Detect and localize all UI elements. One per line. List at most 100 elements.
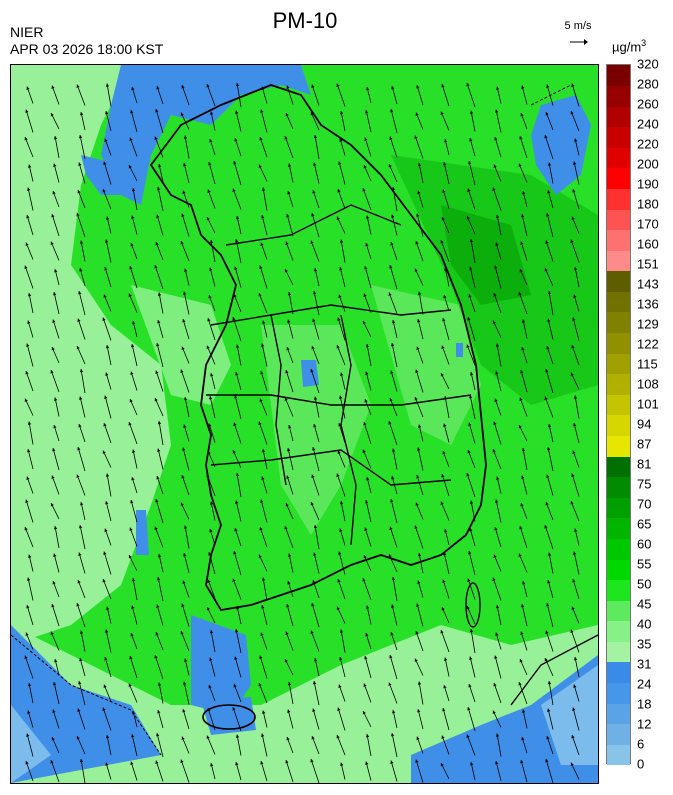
wind-arrowhead (76, 346, 80, 350)
wind-arrow (470, 761, 476, 781)
wind-arrowhead (183, 553, 187, 557)
wind-arrowhead (442, 318, 446, 322)
map-canvas (11, 65, 598, 783)
wind-arrow (128, 293, 138, 313)
wind-arrow (158, 553, 164, 573)
wind-arrow (364, 137, 372, 157)
wind-arrow (518, 163, 528, 183)
wind-arrow (182, 708, 190, 730)
legend-label: 35 (637, 636, 652, 652)
wind-arrowhead (312, 580, 316, 584)
wind-arrowhead (469, 266, 473, 270)
wind-arrow (522, 319, 528, 339)
wind-arrowhead (494, 527, 498, 531)
wind-arrow (365, 761, 372, 781)
wind-arrow (414, 525, 424, 549)
wind-arrow (236, 82, 242, 108)
wind-arrowhead (130, 500, 134, 504)
wind-arrowhead (236, 606, 240, 610)
wind-arrow (209, 267, 216, 287)
wind-arrowhead (417, 319, 421, 323)
wind-arrow (570, 372, 580, 390)
wind-arrow (24, 526, 34, 548)
wind-arrowhead (570, 372, 574, 376)
wind-arrowhead (104, 138, 108, 142)
wind-arrow (492, 187, 502, 211)
wind-arrow (365, 109, 372, 133)
wind-arrowhead (131, 477, 135, 481)
wind-arrow (493, 682, 502, 704)
wind-arrow (105, 629, 112, 653)
wind-arrowhead (314, 658, 318, 662)
wind-arrowhead (521, 347, 525, 351)
wind-arrowhead (417, 291, 422, 295)
wind-arrow (155, 760, 164, 782)
legend-swatch (607, 538, 630, 560)
wind-arrow (102, 578, 112, 600)
wind-arrow (440, 239, 450, 263)
wind-arrow (129, 137, 138, 157)
wind-arrow (521, 85, 528, 105)
legend-label: 240 (637, 116, 659, 132)
wind-arrowhead (520, 370, 524, 374)
wind-arrowhead (156, 343, 160, 347)
wind-arrow (469, 266, 476, 288)
wind-arrow (311, 212, 320, 238)
wind-arrow (339, 266, 346, 288)
wind-arrow (364, 655, 372, 679)
wind-arrow (389, 654, 398, 680)
wind-arrowhead (442, 451, 446, 455)
wind-arrowhead (417, 580, 421, 584)
wind-arrow (262, 577, 268, 601)
wind-arrowhead (391, 187, 396, 191)
wind-arrowhead (27, 320, 31, 324)
wind-arrowhead (468, 161, 472, 165)
legend-label: 18 (637, 696, 652, 712)
wind-arrow (392, 186, 398, 212)
wind-arrowhead (207, 708, 211, 712)
wind-arrowhead (444, 529, 448, 533)
wind-arrowhead (544, 135, 548, 139)
wind-arrowhead (417, 447, 421, 451)
wind-arrowhead (51, 214, 55, 218)
wind-arrowhead (311, 84, 315, 88)
wind-arrowhead (364, 656, 368, 660)
wind-arrow (261, 604, 268, 626)
wind-arrow (207, 189, 216, 209)
wind-arrow (466, 82, 476, 108)
wind-arrowhead (27, 710, 31, 714)
legend-swatch (607, 85, 630, 107)
wind-arrowhead (209, 657, 213, 661)
wind-arrow (571, 83, 580, 107)
wind-arrow (518, 553, 528, 573)
wind-arrow (467, 706, 476, 732)
legend-label: 55 (637, 556, 652, 572)
pm-field-mid-east (371, 285, 481, 445)
wind-arrow (286, 603, 294, 627)
wind-arrowhead (572, 579, 576, 583)
wind-arrowhead (206, 217, 210, 221)
wind-arrowhead (53, 425, 57, 429)
china-coastline (11, 634, 162, 756)
wind-arrow (390, 631, 398, 651)
wind-arrowhead (284, 397, 288, 401)
wind-arrow (492, 577, 502, 601)
wind-arrowhead (131, 188, 136, 192)
wind-arrowhead (314, 268, 318, 272)
wind-arrowhead (339, 657, 343, 661)
wind-arrowhead (389, 655, 393, 659)
wind-arrow (128, 683, 138, 703)
wind-arrowhead (27, 187, 31, 191)
wind-arrowhead (520, 503, 524, 507)
wind-arrow (418, 552, 424, 574)
wind-arrow (313, 680, 320, 706)
wind-arrow (336, 83, 346, 107)
wind-arrowhead (310, 630, 314, 634)
wind-arrowhead (443, 685, 447, 689)
wind-arrow (443, 551, 450, 575)
province-boundary-1 (225, 204, 402, 246)
wind-arrow (496, 343, 502, 367)
pm-field-blue-northwest (81, 155, 131, 195)
wind-arrowhead (233, 161, 237, 165)
wind-arrowhead (336, 473, 340, 477)
